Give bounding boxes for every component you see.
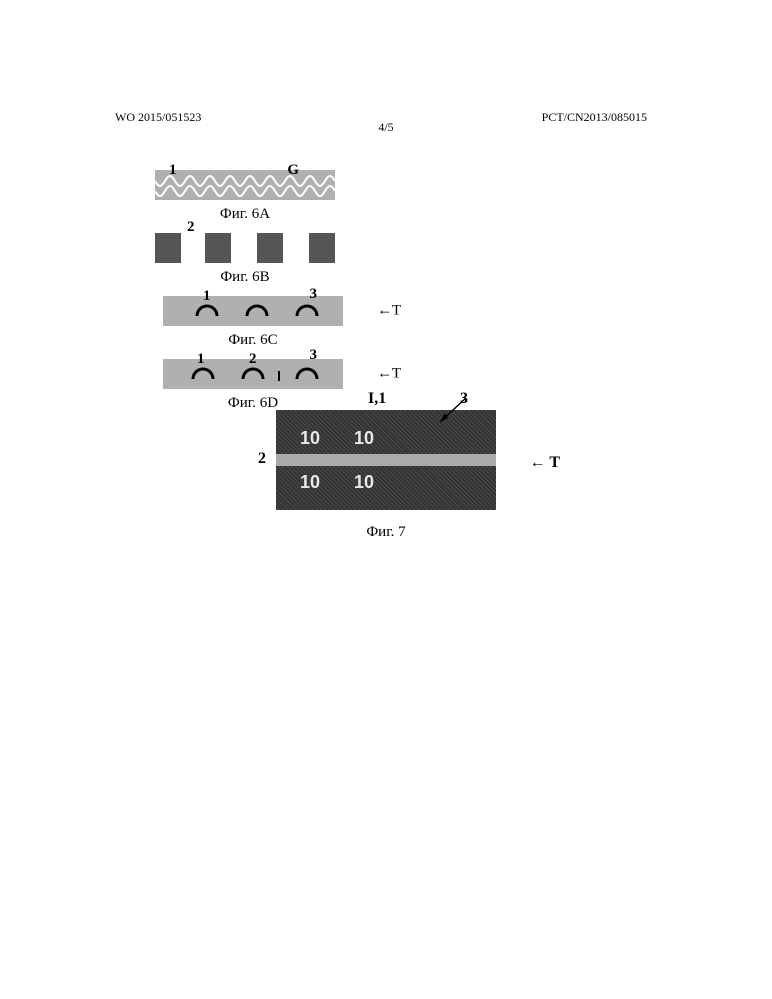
fig6b-strip: 2: [155, 233, 335, 263]
fig7-label-T: T: [530, 454, 560, 472]
fig7-leader-3: [436, 396, 476, 426]
fig6b-label-2: 2: [187, 219, 195, 236]
fig6c-label-T: T: [377, 303, 401, 320]
fig7-band: [276, 454, 496, 466]
figure6-grid: 1 G Фиг. 6A 2 Фиг. 6B: [115, 170, 645, 422]
fig6d-arcs: [163, 359, 343, 389]
fig7-digit: 10: [354, 472, 374, 493]
fig6c-caption: Фиг. 6C: [123, 332, 383, 349]
fig-6c: 1 3 T Фиг. 6C: [123, 296, 383, 349]
fig7-digit: 10: [300, 428, 320, 449]
fig7-digit: 10: [354, 428, 374, 449]
fig7-label-I1: I,1: [368, 390, 386, 408]
fig6a-waves: [155, 170, 335, 200]
fig6d-strip: 1 2 3 T: [163, 359, 343, 389]
fig-6a: 1 G Фиг. 6A: [115, 170, 375, 223]
fig6b-block: [257, 233, 283, 263]
fig7-block: I,1 3 2 T 10101010: [276, 410, 496, 510]
fig7-digit: 10: [300, 472, 320, 493]
fig6c-arcs: [163, 296, 343, 326]
header-center: 4/5: [378, 120, 393, 135]
fig6b-block: [155, 233, 181, 263]
fig7-label-2: 2: [258, 450, 266, 468]
fig6b-block: [205, 233, 231, 263]
fig7-caption: Фиг. 7: [226, 524, 546, 541]
header-right: PCT/CN2013/085015: [542, 110, 647, 125]
fig6d-label-T: T: [377, 366, 401, 383]
page: WO 2015/051523 4/5 PCT/CN2013/085015 1 G…: [0, 0, 772, 999]
fig6a-caption: Фиг. 6A: [115, 206, 375, 223]
header-left: WO 2015/051523: [115, 110, 201, 125]
fig6c-strip: 1 3 T: [163, 296, 343, 326]
fig-7: I,1 3 2 T 10101010 Фиг. 7: [226, 410, 546, 541]
fig-6b: 2 Фиг. 6B: [115, 233, 375, 286]
col-right: 1 3 T Фиг. 6C 1 2 3 T Фиг. 6D: [123, 296, 383, 422]
fig6b-block: [309, 233, 335, 263]
fig6b-caption: Фиг. 6B: [115, 269, 375, 286]
fig-6d: 1 2 3 T Фиг. 6D: [123, 359, 383, 412]
fig6a-strip: 1 G: [155, 170, 335, 200]
col-left: 1 G Фиг. 6A 2 Фиг. 6B: [115, 170, 375, 296]
